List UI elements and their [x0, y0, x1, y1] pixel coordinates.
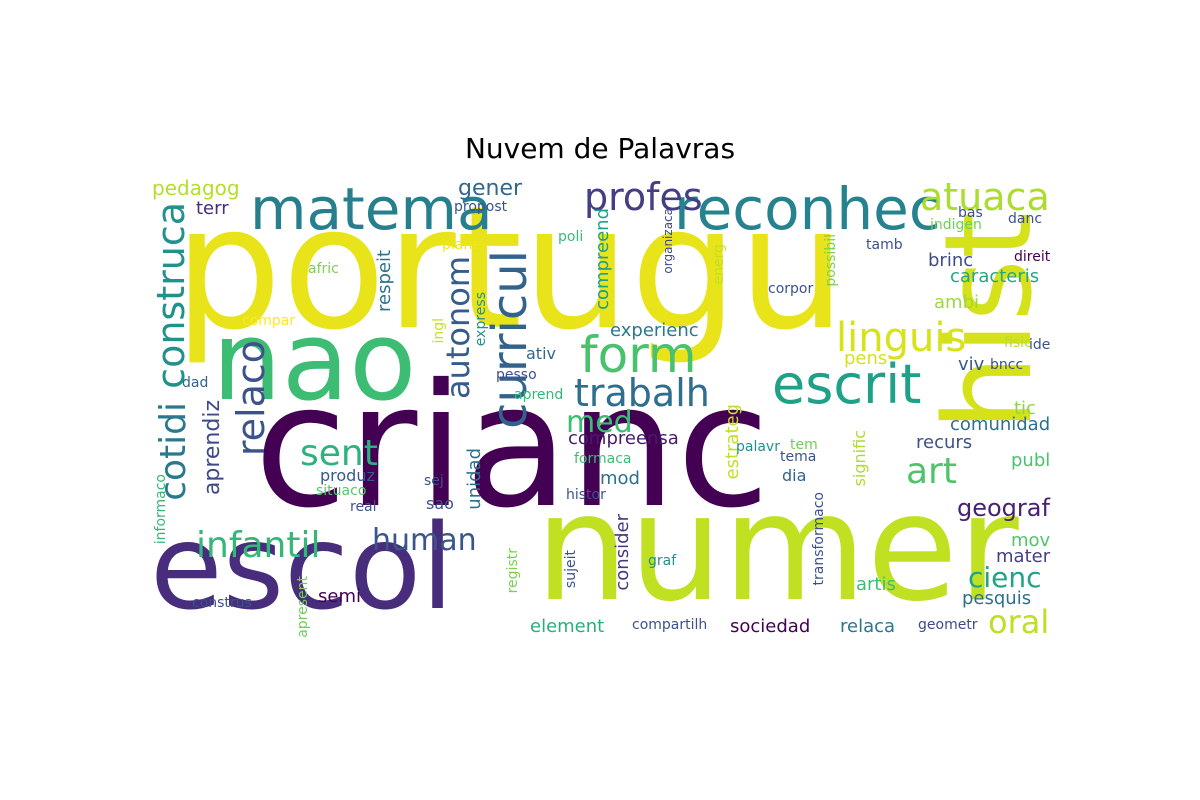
word-mov: mov — [1011, 530, 1051, 551]
word-pedagog: pedagog — [152, 176, 240, 200]
word-indigen: indigen — [930, 217, 982, 233]
word-element: element — [530, 616, 605, 637]
word-recurs: recurs — [916, 432, 973, 453]
word-profes: profes — [584, 175, 703, 219]
word-bas: bas — [958, 205, 983, 221]
word-fisic: fisic — [1004, 335, 1032, 351]
word-aprendiz: aprendiz — [200, 400, 225, 496]
word-consider: consider — [612, 514, 633, 591]
word-direit: direit — [1014, 249, 1051, 265]
word-geograf: geograf — [957, 494, 1050, 522]
word-portugu: portugu — [174, 170, 846, 368]
word-pesso: pesso — [496, 367, 537, 383]
word-ambi: ambi — [934, 292, 979, 313]
page-title: Nuvem de Palavras — [464, 132, 736, 165]
word-real: real — [350, 499, 377, 515]
word-brinc: brinc — [928, 250, 974, 271]
word-comunidad: comunidad — [950, 414, 1051, 435]
word-viv: viv — [958, 354, 985, 375]
word-form: form — [580, 326, 697, 384]
word-trabalh: trabalh — [574, 371, 710, 415]
word-semi: semi — [318, 586, 361, 607]
word-relaco: relaco — [229, 340, 273, 457]
word-escol: escol — [150, 498, 454, 636]
word-geometr: geometr — [918, 617, 978, 633]
word-poli: poli — [558, 229, 584, 245]
word-gener: gener — [458, 176, 523, 201]
word-sej: sej — [424, 473, 444, 489]
word-cienc: cienc — [968, 561, 1042, 594]
word-aprend: aprend — [514, 387, 564, 403]
word-signific: signific — [850, 430, 869, 487]
word-compar: compar — [242, 313, 296, 329]
word-pesquis: pesquis — [962, 588, 1032, 609]
word-matema: matema — [250, 175, 493, 243]
word-tem: tem — [790, 437, 818, 453]
word-respeit: respeit — [374, 250, 395, 313]
word-art: art — [906, 451, 957, 492]
word-sujeit: sujeit — [563, 550, 579, 589]
word-mater: mater — [996, 546, 1051, 567]
word-atuaca: atuaca — [920, 175, 1050, 219]
word-terr: terr — [196, 198, 229, 219]
word-oral: oral — [988, 603, 1050, 641]
word-graf: graf — [648, 553, 677, 569]
word-sao: sao — [426, 494, 454, 513]
word-publ: publ — [1011, 450, 1051, 471]
word-histor: histor — [566, 487, 606, 503]
word-crianc: crianc — [254, 348, 770, 546]
word-tema: tema — [780, 449, 817, 465]
word-formaca: formaca — [574, 451, 632, 467]
word-dia: dia — [782, 466, 807, 485]
word-energ: energ — [711, 244, 727, 285]
word-compreend: compreend — [592, 208, 613, 310]
word-informaco: informaco — [153, 474, 169, 545]
word-express: express — [473, 292, 489, 347]
word-caracteris: caracteris — [950, 266, 1040, 287]
word-pens: pens — [844, 348, 888, 369]
word-construs: construs — [192, 595, 252, 611]
word-linguis: linguis — [836, 315, 967, 361]
word-dad: dad — [182, 375, 209, 391]
word-reconhec: reconhec — [674, 175, 941, 243]
word-apresent: apresent — [295, 576, 311, 638]
word-experienc: experienc — [610, 320, 699, 341]
word-compreensa: compreensa — [568, 428, 679, 449]
word-mod: mod — [600, 468, 640, 489]
word-unidad: unidad — [464, 448, 485, 510]
word-produz: produz — [320, 466, 375, 485]
word-escrit: escrit — [772, 353, 922, 416]
word-organizaca: organizaca — [661, 208, 675, 274]
word-tic: tic — [1014, 398, 1036, 419]
word-ingl: ingl — [431, 318, 447, 344]
word-bncc: bncc — [990, 357, 1024, 373]
word-tamb: tamb — [866, 237, 903, 253]
word-possibil: possibil — [823, 234, 839, 287]
word-transformaco: transformaco — [811, 492, 827, 586]
word-human: human — [372, 523, 477, 558]
word-corpor: corpor — [768, 281, 814, 297]
word-artis: artis — [856, 574, 896, 595]
word-numer: numer — [535, 462, 1019, 634]
word-planej: planej — [442, 237, 485, 253]
word-cloud: portugu crianc numer escol nao hist reconhec ma… — [149, 170, 1059, 641]
word-danc: danc — [1008, 211, 1043, 227]
word-sociedad: sociedad — [730, 616, 811, 637]
word-ide: ide — [1029, 337, 1051, 353]
word-sent: sent — [300, 433, 378, 474]
word-construca: construca — [149, 202, 193, 389]
word-relaca: relaca — [840, 616, 896, 637]
word-afric: afric — [308, 261, 339, 277]
word-propost: propost — [454, 199, 508, 215]
word-infantil: infantil — [196, 525, 321, 566]
word-situaco: situaco — [316, 483, 367, 499]
word-nao: nao — [212, 297, 417, 425]
word-ativ: ativ — [526, 344, 556, 363]
word-palavr: palavr — [736, 439, 780, 455]
word-registr: registr — [505, 548, 521, 594]
word-compartilh: compartilh — [632, 617, 708, 633]
word-med: med — [566, 405, 633, 440]
